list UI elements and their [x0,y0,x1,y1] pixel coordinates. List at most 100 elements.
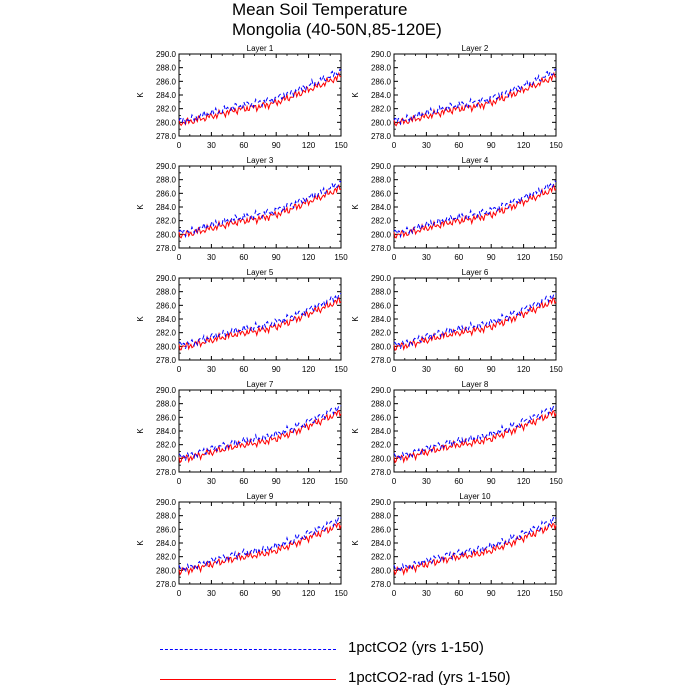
panel-4-frame [393,165,557,249]
panel-10-ytick-label: 278.0 [371,580,392,589]
panel-6-xtick-label: 30 [422,365,431,374]
panel-3-xtick-label: 90 [272,253,281,262]
panel-8-series-1pctco2-rad [393,410,557,464]
panel-6-xtick-label: 60 [454,365,463,374]
panel-3-xtick-label: 0 [177,253,182,262]
panel-1-series-1pctco2-rad [178,71,342,127]
panel-1-series-1pctco2 [178,68,342,125]
panel-1-ylabel: K [136,92,145,98]
panel-7-ytick-label: 286.0 [156,413,177,422]
panel-7-frame [178,389,342,473]
panel-5-ytick-label: 278.0 [156,356,177,365]
panel-4-ytick-label: 286.0 [371,189,392,198]
panel-1-xtick-label: 120 [302,141,316,150]
legend-line-1pctco2 [160,649,336,650]
panel-1-ytick-label: 290.0 [156,50,177,59]
panel-1-xtick-label: 0 [177,141,182,150]
panel-3-ytick-label: 286.0 [156,189,177,198]
panel-1-xtick-label: 60 [239,141,248,150]
panel-10-ytick-label: 288.0 [371,512,392,521]
panel-8-ytick-label: 282.0 [371,441,392,450]
panel-4-ylabel: K [351,204,360,210]
panel-2-xtick-label: 30 [422,141,431,150]
panel-8-title: Layer 8 [462,380,489,389]
panel-2-series-1pctco2 [393,68,557,126]
panel-8-ytick-label: 278.0 [371,468,392,477]
legend-label-1pctco2-rad: 1pctCO2-rad (yrs 1-150) [348,669,511,686]
panel-10-xtick-label: 120 [517,589,531,598]
panel-8-xtick-label: 0 [392,477,397,486]
panel-10-xtick-label: 90 [487,589,496,598]
panel-2-ytick-label: 278.0 [371,132,392,141]
panel-6-series-1pctco2-rad [393,297,557,351]
panel-4-series-1pctco2 [393,180,557,239]
panel-5-xtick-label: 60 [239,365,248,374]
panel-10-ytick-label: 290.0 [371,498,392,507]
panel-2-xtick-label: 150 [549,141,563,150]
panel-3-ytick-label: 280.0 [156,230,177,239]
panel-4-xtick-label: 60 [454,253,463,262]
panel-7-xtick-label: 150 [334,477,348,486]
panel-2-ytick-label: 288.0 [371,64,392,73]
panel-10-xtick-label: 30 [422,589,431,598]
panel-5-xtick-label: 150 [334,365,348,374]
panel-8-ytick-label: 290.0 [371,386,392,395]
panel-5-ytick-label: 280.0 [156,342,177,351]
panel-9-ylabel: K [136,540,145,546]
panel-3-ytick-label: 284.0 [156,203,177,212]
panel-8-ytick-label: 284.0 [371,427,392,436]
panel-1-title: Layer 1 [247,44,274,53]
panel-7-title: Layer 7 [247,380,274,389]
panel-2-ylabel: K [351,92,360,98]
panel-8-ytick-label: 280.0 [371,454,392,463]
panel-8-xtick-label: 60 [454,477,463,486]
panel-6-title: Layer 6 [462,268,489,277]
panel-7-ytick-label: 280.0 [156,454,177,463]
panel-8-series-1pctco2 [393,404,557,461]
panel-4-xtick-label: 90 [487,253,496,262]
panel-9-series-1pctco2 [178,515,342,575]
panel-8-xtick-label: 30 [422,477,431,486]
panel-6-ytick-label: 290.0 [371,274,392,283]
panel-10-ytick-label: 286.0 [371,525,392,534]
panel-1-ytick-label: 278.0 [156,132,177,141]
panel-4-xtick-label: 120 [517,253,531,262]
panel-2-ytick-label: 290.0 [371,50,392,59]
panel-6-frame [393,277,557,361]
panel-7-xtick-label: 60 [239,477,248,486]
panel-7-xtick-label: 0 [177,477,182,486]
panel-4-ytick-label: 290.0 [371,162,392,171]
panel-10-xtick-label: 150 [549,589,563,598]
panel-9-ytick-label: 286.0 [156,525,177,534]
panel-7-ytick-label: 290.0 [156,386,177,395]
panel-1-ytick-label: 288.0 [156,64,177,73]
panel-7-ylabel: K [136,428,145,434]
panel-4-title: Layer 4 [462,156,489,165]
panel-10-xtick-label: 60 [454,589,463,598]
panel-3-ytick-label: 282.0 [156,217,177,226]
panel-3-frame [178,165,342,249]
panel-2-ytick-label: 282.0 [371,105,392,114]
panel-8-ytick-label: 288.0 [371,400,392,409]
panel-9-ytick-label: 282.0 [156,553,177,562]
panel-5-xtick-label: 90 [272,365,281,374]
panel-5-ytick-label: 288.0 [156,288,177,297]
legend-label-1pctco2: 1pctCO2 (yrs 1-150) [348,639,484,656]
panel-4-ytick-label: 288.0 [371,176,392,185]
panel-6-series-1pctco2 [393,292,557,349]
panel-6-ytick-label: 286.0 [371,301,392,310]
panel-10-title: Layer 10 [459,492,491,501]
panel-10-xtick-label: 0 [392,589,397,598]
panel-10-ylabel: K [351,540,360,546]
panel-2-ytick-label: 280.0 [371,118,392,127]
panel-4-ytick-label: 278.0 [371,244,392,253]
panel-6-ylabel: K [351,316,360,322]
panel-5-xtick-label: 120 [302,365,316,374]
panel-3-ylabel: K [136,204,145,210]
panel-2-ytick-label: 284.0 [371,91,392,100]
panel-7-ytick-label: 288.0 [156,400,177,409]
panel-7-xtick-label: 30 [207,477,216,486]
panel-9-ytick-label: 288.0 [156,512,177,521]
panel-7-series-1pctco2 [178,404,342,461]
panel-5-ytick-label: 290.0 [156,274,177,283]
